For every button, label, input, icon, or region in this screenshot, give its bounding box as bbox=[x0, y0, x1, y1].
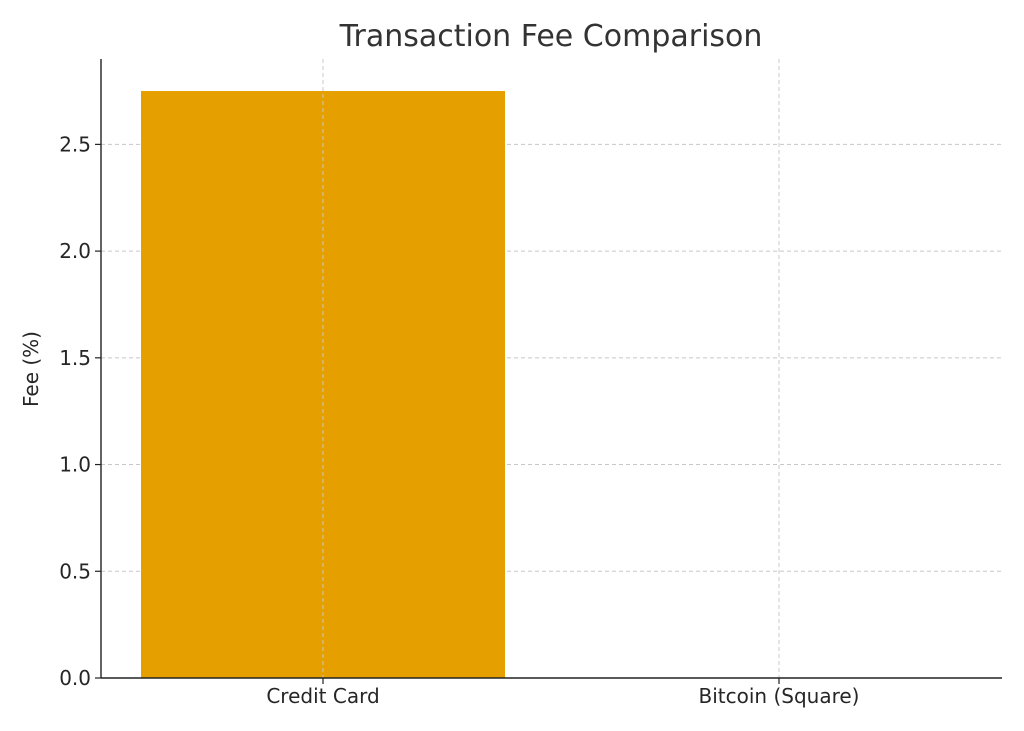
y-tick-label: 1.5 bbox=[59, 346, 91, 370]
y-tick-label: 2.5 bbox=[59, 132, 91, 156]
y-tick-label: 0.0 bbox=[59, 666, 91, 690]
x-tick-label: Bitcoin (Square) bbox=[699, 684, 860, 708]
y-tick-label: 1.0 bbox=[59, 453, 91, 477]
y-tick-label: 2.0 bbox=[59, 239, 91, 263]
axes-layer bbox=[100, 59, 1002, 679]
y-axis-label: Fee (%) bbox=[19, 331, 43, 407]
y-tick-label: 0.5 bbox=[59, 559, 91, 583]
ticks-layer: 0.0 0.5 1.0 1.5 2.0 2.5 Credit Card Bitcoin (Sq… bbox=[59, 132, 859, 708]
chart-title: Transaction Fee Comparison bbox=[339, 19, 763, 54]
x-tick-label: Credit Card bbox=[266, 684, 379, 708]
bars-layer bbox=[141, 59, 780, 679]
